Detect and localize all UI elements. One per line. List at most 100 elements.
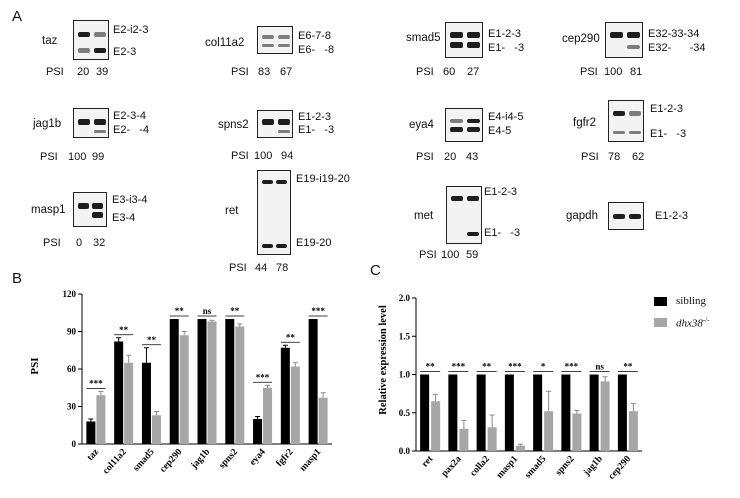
band-label: E3-i3-4 — [112, 194, 148, 206]
band-label: E2- -4 — [113, 124, 150, 136]
bar — [96, 395, 106, 444]
psi-label: PSI — [416, 151, 434, 163]
psi-value: 60 — [443, 66, 456, 78]
psi-label: PSI — [43, 237, 61, 249]
band-label: E1- -3 — [484, 227, 521, 239]
gel-image — [445, 22, 483, 58]
psi-bar-chart: PSI 0 30 60 90 120 *** taz ** col11a2 ** smad5 ** ce… — [29, 289, 332, 476]
significance-label: ns — [203, 306, 212, 316]
band-label: E6- -8 — [298, 44, 335, 56]
significance-label: ** — [119, 325, 128, 335]
category-label: masp1 — [495, 454, 520, 480]
category-label: taz — [86, 447, 102, 463]
band-label: E1- -3 — [488, 42, 525, 54]
bar — [114, 341, 124, 444]
category-label: colla2 — [469, 454, 492, 479]
panel-label-c: C — [370, 262, 381, 279]
psi-value: 59 — [466, 249, 479, 261]
category-label: cep290 — [158, 447, 184, 475]
panel-label-a: A — [12, 8, 23, 25]
significance-label: ** — [286, 332, 296, 342]
psi-value: 27 — [467, 66, 480, 78]
band-label: E1- -3 — [298, 124, 335, 136]
bar — [544, 411, 554, 451]
psi-value: 100 — [604, 66, 623, 78]
psi-label: PSI — [581, 151, 599, 163]
band-label: E4-5 — [488, 125, 512, 137]
significance-label: *** — [565, 362, 579, 372]
legend-label: sibling — [676, 295, 706, 307]
gel-image — [73, 192, 107, 227]
bar — [318, 397, 328, 444]
gel-image — [605, 22, 643, 58]
bar — [420, 374, 430, 451]
category-label: spns2 — [217, 447, 240, 471]
chart-plot: 0 30 60 90 120 *** taz ** col11a2 ** smad5 ** cep290… — [63, 289, 332, 476]
psi-label: PSI — [40, 151, 58, 163]
gene-label: gapdh — [566, 210, 598, 222]
category-label: masp1 — [298, 447, 323, 473]
gene-label: cep290 — [562, 33, 600, 45]
category-label: cep290 — [607, 454, 633, 482]
bar — [86, 421, 96, 444]
significance-label: ** — [623, 362, 633, 372]
band-label: E1- -3 — [650, 128, 687, 140]
y-axis-label: Relative expression level — [378, 305, 389, 415]
band-label: E32- -34 — [648, 42, 706, 54]
psi-value: 83 — [258, 66, 271, 78]
y-tick-label: 0.5 — [399, 408, 411, 418]
gel-image — [608, 202, 644, 230]
significance-label: *** — [508, 362, 522, 372]
psi-value: 20 — [444, 151, 457, 163]
psi-label: PSI — [580, 66, 598, 78]
band-label: E1-2-3 — [488, 28, 522, 40]
category-label: fgfr2 — [275, 447, 296, 469]
psi-value: 0 — [76, 237, 83, 249]
bar — [290, 366, 300, 444]
psi-value: 99 — [92, 151, 105, 163]
y-tick-label: 1.0 — [399, 370, 411, 380]
psi-label: PSI — [416, 66, 434, 78]
bar — [515, 445, 525, 451]
bar — [487, 427, 497, 451]
bar — [476, 374, 486, 451]
band-label: E1-2-3 — [655, 210, 689, 222]
psi-value: 44 — [255, 262, 268, 274]
bar — [235, 326, 245, 444]
bar — [253, 419, 263, 444]
y-tick-label: 1.5 — [399, 331, 411, 341]
psi-label: PSI — [46, 66, 64, 78]
gene-label: col11a2 — [205, 37, 245, 49]
category-label: jag1b — [582, 454, 605, 478]
psi-value: 100 — [254, 150, 273, 162]
y-tick-label: 90 — [67, 327, 77, 337]
band-label: E32-33-34 — [648, 28, 700, 40]
gel-image — [73, 20, 109, 60]
bar — [617, 374, 627, 451]
expression-bar-chart: Relative expression level 0.0 0.5 1.0 1.5 2.… — [378, 293, 642, 482]
category-label: smad5 — [132, 447, 157, 473]
panel-label-b: B — [12, 270, 23, 287]
bar — [628, 411, 638, 451]
y-tick-label: 120 — [63, 289, 77, 299]
significance-label: *** — [311, 306, 325, 316]
y-tick-label: 0 — [72, 439, 77, 449]
significance-label: * — [541, 362, 546, 372]
category-label: spns2 — [554, 454, 577, 478]
significance-label: ** — [230, 306, 240, 316]
bar — [280, 347, 290, 444]
y-tick-label: 30 — [67, 402, 77, 412]
band-label: E4-i4-5 — [488, 111, 524, 123]
gene-label: eya4 — [409, 119, 434, 131]
band-label: E2-i2-3 — [113, 24, 149, 36]
category-label: pax2a — [440, 454, 464, 479]
chart-plot: 0.00.51.01.52.0**ret***pax2a**colla2***m… — [399, 293, 642, 482]
band-label: E19-i19-20 — [296, 173, 350, 185]
gene-label: jag1b — [33, 118, 62, 130]
gel-image — [257, 110, 293, 138]
bar — [151, 415, 161, 444]
bar — [263, 387, 273, 444]
bar — [124, 362, 134, 444]
psi-value: 78 — [608, 151, 621, 163]
gene-label: smad5 — [406, 32, 441, 44]
